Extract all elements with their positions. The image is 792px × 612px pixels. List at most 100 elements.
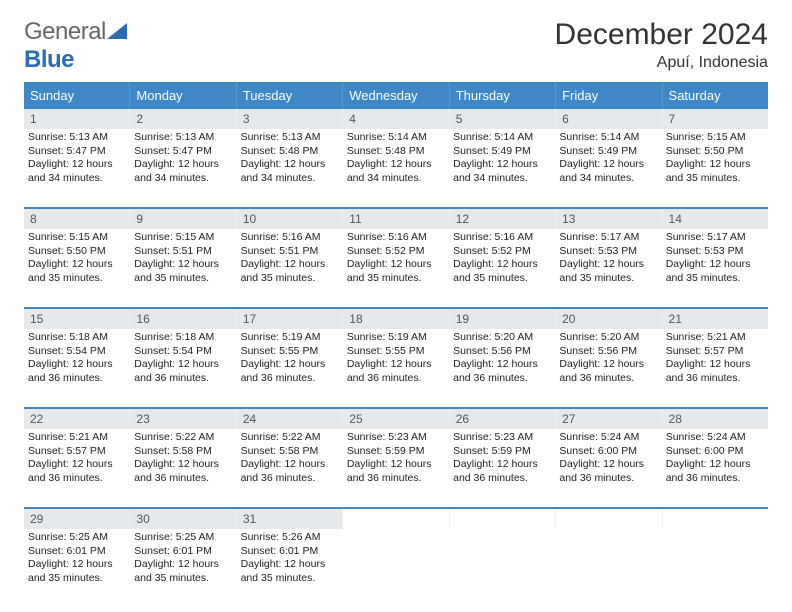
sunrise-line: Sunrise: 5:16 AM [347,231,445,245]
daylight-line: Daylight: 12 hours and 36 minutes. [666,458,764,485]
daylight-line: Daylight: 12 hours and 34 minutes. [347,158,445,185]
sunset-line: Sunset: 5:49 PM [453,145,551,159]
day-cell: Sunrise: 5:15 AMSunset: 5:51 PMDaylight:… [130,229,236,307]
day-number: 10 [237,209,343,229]
daylight-line: Daylight: 12 hours and 36 minutes. [134,458,232,485]
day-number: 3 [237,109,343,129]
sunset-line: Sunset: 5:57 PM [28,445,126,459]
sunrise-line: Sunrise: 5:14 AM [347,131,445,145]
dow-cell: Saturday [663,82,768,109]
day-cell: Sunrise: 5:21 AMSunset: 5:57 PMDaylight:… [662,329,768,407]
day-cell: Sunrise: 5:17 AMSunset: 5:53 PMDaylight:… [662,229,768,307]
sunrise-line: Sunrise: 5:20 AM [559,331,657,345]
day-cell [343,529,449,607]
sunrise-line: Sunrise: 5:13 AM [28,131,126,145]
sunrise-line: Sunrise: 5:16 AM [241,231,339,245]
sunset-line: Sunset: 5:51 PM [241,245,339,259]
sunset-line: Sunset: 5:59 PM [453,445,551,459]
sunrise-line: Sunrise: 5:13 AM [134,131,232,145]
location-label: Apuí, Indonesia [555,54,768,72]
week-block: 15161718192021Sunrise: 5:18 AMSunset: 5:… [24,307,768,407]
day-cell: Sunrise: 5:16 AMSunset: 5:52 PMDaylight:… [449,229,555,307]
sunrise-line: Sunrise: 5:21 AM [666,331,764,345]
day-number: 9 [130,209,236,229]
day-cell: Sunrise: 5:24 AMSunset: 6:00 PMDaylight:… [555,429,661,507]
day-number: 28 [663,409,768,429]
daylight-line: Daylight: 12 hours and 34 minutes. [453,158,551,185]
sunset-line: Sunset: 6:01 PM [241,545,339,559]
daylight-line: Daylight: 12 hours and 35 minutes. [453,258,551,285]
day-number: 24 [237,409,343,429]
day-number: 16 [130,309,236,329]
sunset-line: Sunset: 6:00 PM [559,445,657,459]
sunset-line: Sunset: 5:47 PM [134,145,232,159]
sunrise-line: Sunrise: 5:23 AM [453,431,551,445]
day-number: 7 [663,109,768,129]
day-cell: Sunrise: 5:13 AMSunset: 5:48 PMDaylight:… [237,129,343,207]
day-number: 13 [556,209,662,229]
day-cell: Sunrise: 5:15 AMSunset: 5:50 PMDaylight:… [662,129,768,207]
day-number: 15 [24,309,130,329]
day-cell: Sunrise: 5:23 AMSunset: 5:59 PMDaylight:… [449,429,555,507]
sunrise-line: Sunrise: 5:25 AM [134,531,232,545]
daylight-line: Daylight: 12 hours and 35 minutes. [241,558,339,585]
sunset-line: Sunset: 5:50 PM [28,245,126,259]
sunset-line: Sunset: 5:50 PM [666,145,764,159]
sunset-line: Sunset: 5:56 PM [559,345,657,359]
day-number: 11 [343,209,449,229]
month-title: December 2024 [555,18,768,52]
daylight-line: Daylight: 12 hours and 36 minutes. [28,458,126,485]
daylight-line: Daylight: 12 hours and 36 minutes. [28,358,126,385]
sunrise-line: Sunrise: 5:22 AM [134,431,232,445]
day-cell: Sunrise: 5:15 AMSunset: 5:50 PMDaylight:… [24,229,130,307]
day-number: 4 [343,109,449,129]
sunset-line: Sunset: 5:52 PM [453,245,551,259]
week-block: 891011121314Sunrise: 5:15 AMSunset: 5:50… [24,207,768,307]
brand-logo: GeneralBlue [24,18,128,74]
day-cell: Sunrise: 5:18 AMSunset: 5:54 PMDaylight:… [24,329,130,407]
daylight-line: Daylight: 12 hours and 36 minutes. [453,358,551,385]
title-block: December 2024 Apuí, Indonesia [555,18,768,72]
sunrise-line: Sunrise: 5:17 AM [559,231,657,245]
sunset-line: Sunset: 5:53 PM [666,245,764,259]
dow-cell: Tuesday [237,82,343,109]
day-number: 12 [450,209,556,229]
sunset-line: Sunset: 5:54 PM [28,345,126,359]
week-block: 1234567Sunrise: 5:13 AMSunset: 5:47 PMDa… [24,109,768,207]
day-number [556,509,662,529]
day-cell: Sunrise: 5:14 AMSunset: 5:48 PMDaylight:… [343,129,449,207]
sunrise-line: Sunrise: 5:21 AM [28,431,126,445]
sunset-line: Sunset: 5:56 PM [453,345,551,359]
day-number [343,509,449,529]
brand-part2: Blue [24,46,74,73]
sunrise-line: Sunrise: 5:23 AM [347,431,445,445]
sunrise-line: Sunrise: 5:22 AM [241,431,339,445]
days-of-week-row: SundayMondayTuesdayWednesdayThursdayFrid… [24,82,768,109]
daylight-line: Daylight: 12 hours and 35 minutes. [134,258,232,285]
logo-triangle-icon [107,23,127,39]
day-cell: Sunrise: 5:22 AMSunset: 5:58 PMDaylight:… [237,429,343,507]
daylight-line: Daylight: 12 hours and 36 minutes. [347,358,445,385]
daynum-row: 293031 [24,507,768,529]
sunrise-line: Sunrise: 5:18 AM [134,331,232,345]
day-number: 22 [24,409,130,429]
sunset-line: Sunset: 5:47 PM [28,145,126,159]
dow-cell: Sunday [24,82,130,109]
sunrise-line: Sunrise: 5:19 AM [347,331,445,345]
sunrise-line: Sunrise: 5:17 AM [666,231,764,245]
day-body-row: Sunrise: 5:21 AMSunset: 5:57 PMDaylight:… [24,429,768,507]
daylight-line: Daylight: 12 hours and 35 minutes. [28,258,126,285]
dow-cell: Thursday [450,82,556,109]
daylight-line: Daylight: 12 hours and 36 minutes. [559,358,657,385]
daylight-line: Daylight: 12 hours and 36 minutes. [347,458,445,485]
day-number: 21 [663,309,768,329]
sunset-line: Sunset: 5:49 PM [559,145,657,159]
sunset-line: Sunset: 5:58 PM [241,445,339,459]
sunset-line: Sunset: 6:01 PM [134,545,232,559]
sunset-line: Sunset: 5:58 PM [134,445,232,459]
daylight-line: Daylight: 12 hours and 35 minutes. [347,258,445,285]
day-number: 19 [450,309,556,329]
week-block: 22232425262728Sunrise: 5:21 AMSunset: 5:… [24,407,768,507]
sunset-line: Sunset: 5:53 PM [559,245,657,259]
day-number: 8 [24,209,130,229]
